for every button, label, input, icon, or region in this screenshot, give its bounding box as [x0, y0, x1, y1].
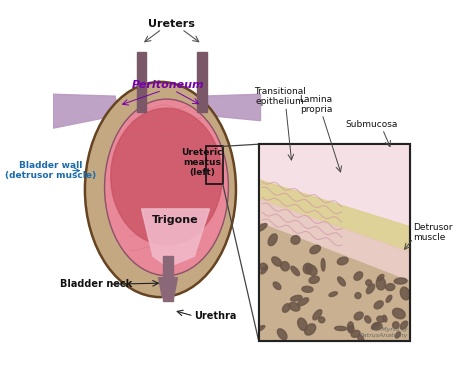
- Ellipse shape: [386, 283, 395, 291]
- Ellipse shape: [372, 323, 379, 330]
- Ellipse shape: [400, 287, 410, 300]
- Text: Transitional
epithelium: Transitional epithelium: [254, 87, 306, 106]
- Polygon shape: [202, 94, 261, 121]
- Ellipse shape: [347, 322, 353, 331]
- Text: Lamina
propria: Lamina propria: [300, 95, 333, 114]
- Ellipse shape: [291, 266, 300, 276]
- Ellipse shape: [348, 325, 354, 333]
- Ellipse shape: [377, 274, 384, 281]
- Ellipse shape: [302, 286, 313, 292]
- Ellipse shape: [281, 262, 289, 271]
- Text: Urethra: Urethra: [194, 311, 237, 321]
- Ellipse shape: [105, 99, 228, 276]
- Ellipse shape: [291, 295, 302, 301]
- Polygon shape: [259, 144, 410, 227]
- Ellipse shape: [394, 278, 407, 284]
- Text: Bladder wall
(detrusor muscle): Bladder wall (detrusor muscle): [5, 161, 97, 180]
- Ellipse shape: [383, 315, 387, 322]
- Ellipse shape: [395, 332, 401, 338]
- Ellipse shape: [376, 277, 385, 290]
- FancyBboxPatch shape: [259, 144, 410, 341]
- Ellipse shape: [283, 304, 290, 312]
- Ellipse shape: [366, 280, 372, 286]
- Ellipse shape: [354, 272, 363, 280]
- Text: Peritoneum: Peritoneum: [132, 80, 204, 91]
- Ellipse shape: [289, 302, 300, 311]
- Ellipse shape: [337, 257, 348, 265]
- Text: Submucosa: Submucosa: [346, 120, 398, 129]
- Ellipse shape: [365, 316, 371, 323]
- Ellipse shape: [373, 323, 382, 330]
- Text: Bladder neck: Bladder neck: [60, 279, 132, 289]
- Ellipse shape: [366, 284, 374, 294]
- Ellipse shape: [303, 263, 312, 274]
- Ellipse shape: [337, 277, 346, 286]
- Polygon shape: [259, 199, 410, 282]
- FancyBboxPatch shape: [197, 52, 207, 112]
- Ellipse shape: [273, 282, 281, 290]
- Text: Trigone: Trigone: [152, 215, 199, 225]
- Ellipse shape: [256, 224, 267, 231]
- Ellipse shape: [305, 324, 316, 335]
- Text: Ureteric
meatus
(left): Ureteric meatus (left): [181, 148, 223, 177]
- Ellipse shape: [291, 236, 300, 244]
- Ellipse shape: [306, 265, 317, 275]
- Ellipse shape: [255, 326, 265, 332]
- Ellipse shape: [355, 293, 361, 299]
- Polygon shape: [159, 278, 177, 297]
- Ellipse shape: [321, 258, 325, 271]
- FancyBboxPatch shape: [137, 52, 146, 112]
- Ellipse shape: [392, 322, 399, 329]
- Ellipse shape: [259, 263, 267, 270]
- Ellipse shape: [310, 245, 320, 254]
- FancyBboxPatch shape: [164, 255, 173, 301]
- Ellipse shape: [329, 292, 337, 296]
- Polygon shape: [259, 223, 410, 341]
- Ellipse shape: [298, 298, 309, 306]
- Polygon shape: [142, 209, 210, 267]
- Text: Ureters: Ureters: [148, 19, 195, 29]
- Ellipse shape: [111, 108, 222, 245]
- Ellipse shape: [309, 276, 319, 283]
- Ellipse shape: [268, 234, 277, 246]
- Ellipse shape: [277, 329, 287, 340]
- Ellipse shape: [85, 82, 236, 297]
- Polygon shape: [53, 94, 119, 128]
- Ellipse shape: [272, 257, 282, 266]
- Ellipse shape: [386, 295, 392, 302]
- Ellipse shape: [335, 326, 346, 330]
- Ellipse shape: [313, 310, 322, 320]
- Ellipse shape: [392, 308, 405, 319]
- Text: © Myrto @
PatrusAnatomy: © Myrto @ PatrusAnatomy: [359, 326, 408, 338]
- Polygon shape: [259, 180, 410, 252]
- Ellipse shape: [374, 301, 383, 309]
- Ellipse shape: [377, 316, 385, 322]
- Ellipse shape: [351, 330, 360, 337]
- Ellipse shape: [298, 318, 307, 330]
- Ellipse shape: [354, 312, 363, 320]
- Ellipse shape: [319, 317, 325, 323]
- Ellipse shape: [358, 335, 364, 344]
- Text: Detrusor
muscle: Detrusor muscle: [413, 223, 453, 242]
- Ellipse shape: [261, 266, 268, 274]
- Ellipse shape: [401, 321, 408, 329]
